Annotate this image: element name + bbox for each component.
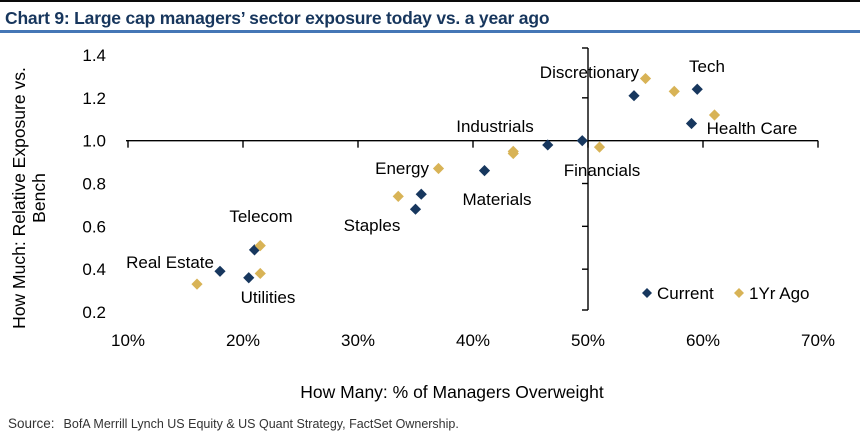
- x-tick-label-20%: 20%: [226, 331, 260, 350]
- x-tick-label-30%: 30%: [341, 331, 375, 350]
- sector-label-financials: Financials: [564, 161, 641, 180]
- sector-label-industrials: Industrials: [456, 117, 533, 136]
- point-current-financials: [576, 135, 588, 147]
- x-tick-label-10%: 10%: [111, 331, 145, 350]
- point-current-health-care: [685, 117, 698, 130]
- y-axis-title-line-2: Bench: [29, 173, 49, 223]
- sector-label-health-care: Health Care: [707, 119, 798, 138]
- point-year-ago-utilities: [254, 267, 266, 280]
- y-tick-label-1.0: 1.0: [82, 132, 106, 151]
- legend-marker-current: [642, 288, 652, 298]
- sector-label-real-estate: Real Estate: [126, 253, 214, 272]
- point-current-utilities: [243, 272, 255, 284]
- sector-label-staples: Staples: [344, 216, 401, 235]
- point-year-ago-industrials: [507, 145, 519, 157]
- point-current-industrials: [542, 139, 554, 151]
- legend-label-current: Current: [657, 284, 714, 303]
- sector-label-utilities: Utilities: [241, 288, 296, 307]
- point-current-materials: [478, 165, 491, 177]
- y-tick-label-1.4: 1.4: [82, 46, 106, 65]
- point-year-ago-energy: [432, 162, 445, 175]
- x-tick-label-70%: 70%: [801, 331, 835, 350]
- source-prefix: Source:: [8, 416, 55, 431]
- title-underline: [0, 30, 860, 33]
- x-tick-label-50%: 50%: [571, 331, 605, 350]
- point-current-energy: [415, 188, 427, 200]
- source-text: BofA Merrill Lynch US Equity & US Quant …: [63, 417, 459, 431]
- point-current-real-estate: [214, 265, 226, 277]
- x-tick-label-60%: 60%: [686, 331, 720, 350]
- x-tick-label-40%: 40%: [456, 331, 490, 350]
- y-axis-title-line-1: How Much: Relative Exposure vs.: [9, 67, 29, 329]
- x-axis-title: How Many: % of Managers Overweight: [300, 382, 604, 402]
- point-current-discretionary: [628, 90, 640, 102]
- y-tick-label-0.6: 0.6: [82, 217, 106, 236]
- point-current-staples: [409, 203, 422, 215]
- point-year-ago-real-estate: [191, 278, 203, 290]
- y-tick-label-0.4: 0.4: [82, 260, 106, 279]
- sector-label-energy: Energy: [375, 159, 429, 178]
- sector-label-tech: Tech: [689, 57, 725, 76]
- source-line: Source: BofA Merrill Lynch US Equity & US…: [8, 416, 459, 431]
- legend-label-1yr-ago: 1Yr Ago: [749, 284, 810, 303]
- y-tick-label-1.2: 1.2: [82, 89, 106, 108]
- point-year-ago-telecom: [254, 240, 266, 252]
- point-year-ago-staples: [392, 190, 404, 202]
- sector-label-discretionary: Discretionary: [540, 63, 640, 82]
- legend-marker-1yr-ago: [734, 288, 744, 298]
- y-tick-label-0.2: 0.2: [82, 303, 106, 322]
- sector-label-telecom: Telecom: [229, 207, 292, 226]
- point-year-ago-tech: [668, 85, 680, 98]
- chart-title: Chart 9: Large cap managers’ sector expo…: [5, 8, 550, 28]
- sector-label-materials: Materials: [463, 190, 532, 209]
- point-year-ago-discretionary: [639, 72, 652, 85]
- point-year-ago-financials: [593, 141, 606, 153]
- y-tick-label-0.8: 0.8: [82, 175, 106, 194]
- point-current-tech: [691, 83, 703, 95]
- point-year-ago-health-care: [708, 109, 721, 121]
